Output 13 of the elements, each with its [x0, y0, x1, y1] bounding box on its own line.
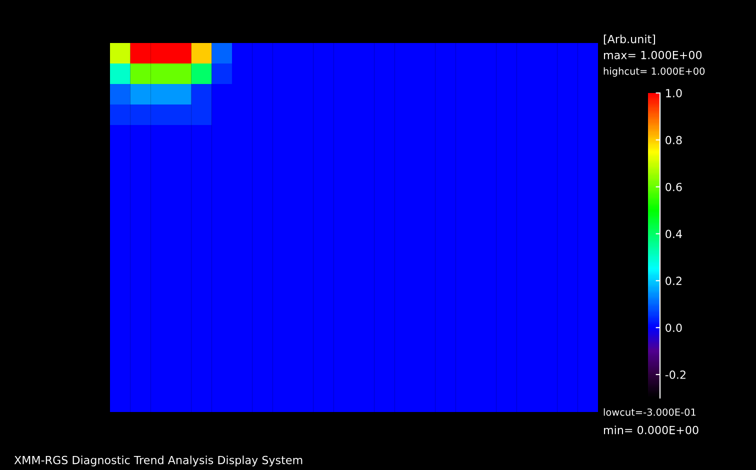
text: max= 1.000E+00 — [604, 50, 702, 60]
color-bar-label: 1.0 — [666, 88, 682, 98]
text: XMM-RGS Diagnostic Trend Analysis Display System — [14, 456, 302, 466]
color-bar-label: 0.0 — [666, 324, 682, 332]
text: min= 0.000E+00 — [604, 426, 698, 434]
color-bar-label: 0.6 — [666, 182, 682, 192]
text: highcut= 1.000E+00 — [604, 67, 705, 77]
color-bar-label: 0.8 — [666, 136, 682, 144]
color-bar-label: 0.4 — [666, 230, 682, 238]
color-bar-label: 0.2 — [666, 276, 682, 286]
color-bar-label: -0.2 — [665, 370, 686, 379]
text: lowcut=-3.000E-01 — [604, 408, 696, 416]
color-bar-title: [Arb.unit] — [604, 34, 655, 45]
